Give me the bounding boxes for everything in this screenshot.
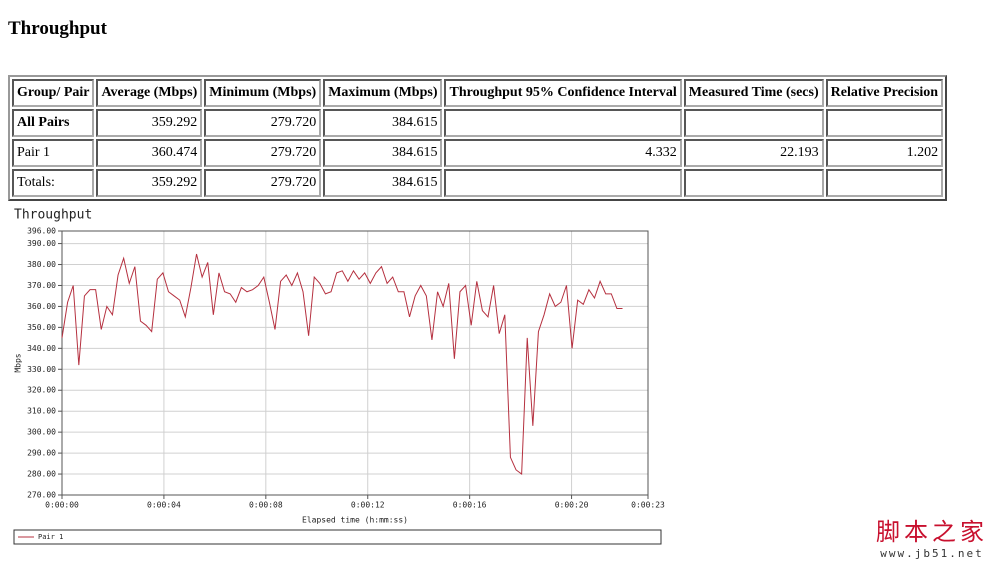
table-cell [444,169,682,197]
plot-area [61,230,649,496]
header-cell: Throughput 95% Confidence Interval [444,79,682,107]
y-tick-label: 310.00 [27,407,56,416]
table-cell: All Pairs [12,109,95,137]
x-tick-label: 0:00:16 [453,501,487,510]
table-cell: 360.474 [96,139,203,167]
x-tick-label: 0:00:20 [555,501,589,510]
table-cell [444,109,682,137]
table-cell [683,169,824,197]
legend-label: Pair 1 [38,533,63,541]
watermark: 脚本之家 www.jb51.net [876,512,988,560]
table-row: All Pairs 359.292 279.720 384.615 [12,109,944,137]
table-cell: 359.292 [96,169,203,197]
table-cell: 22.193 [683,139,824,167]
table-cell [825,109,944,137]
header-cell: Measured Time (secs) [683,79,824,107]
y-tick-label: 360.00 [27,302,56,311]
x-tick-label: 0:00:08 [249,501,283,510]
x-tick-label: 0:00:23 [631,501,665,510]
y-tick-label: 320.00 [27,386,56,395]
y-tick-label: 396.00 [27,227,56,236]
table-cell: 279.720 [204,169,322,197]
table-cell: 1.202 [825,139,944,167]
table-cell: 279.720 [204,139,322,167]
x-axis-label: Elapsed time (h:mm:ss) [302,516,408,525]
table-cell: 4.332 [444,139,682,167]
y-tick-label: 290.00 [27,449,56,458]
table-cell: 359.292 [96,109,203,137]
table-cell: 384.615 [323,169,443,197]
y-tick-label: 380.00 [27,260,56,269]
header-cell: Maximum (Mbps) [323,79,443,107]
y-tick-label: 350.00 [27,323,56,332]
watermark-url: www.jb51.net [880,547,984,560]
y-tick-label: 270.00 [27,491,56,500]
table-cell [683,109,824,137]
table-cell: 384.615 [323,109,443,137]
x-tick-label: 0:00:12 [351,501,385,510]
y-axis-label: Mbps [14,353,23,372]
page-title: Throughput [8,18,107,39]
header-cell: Minimum (Mbps) [204,79,322,107]
y-tick-label: 300.00 [27,428,56,437]
table-row: Pair 1 360.474 279.720 384.615 4.332 22.193 1.… [12,139,944,167]
header-row: Group/ Pair Average (Mbps) Minimum (Mbps) M… [12,79,944,107]
x-tick-label: 0:00:00 [45,501,79,510]
x-tick-label: 0:00:04 [147,501,181,510]
header-cell: Relative Precision [825,79,944,107]
plot-border [61,230,649,496]
y-tick-label: 370.00 [27,281,56,290]
table-cell: 279.720 [204,109,322,137]
legend-box [13,529,662,545]
results-table: Group/ Pair Average (Mbps) Minimum (Mbps) M… [8,75,948,201]
y-tick-label: 330.00 [27,365,56,374]
table-cell: 384.615 [323,139,443,167]
y-tick-label: 390.00 [27,239,56,248]
data-line [61,253,623,476]
header-cell: Average (Mbps) [96,79,203,107]
y-tick-label: 340.00 [27,344,56,353]
watermark-name: 脚本之家 [876,518,988,546]
table-row: Totals: 359.292 279.720 384.615 [12,169,944,197]
chart-title: Throughput [14,208,92,223]
y-tick-label: 280.00 [27,470,56,479]
header-cell: Group/ Pair [12,79,95,107]
table-cell [825,169,944,197]
table-cell: Totals: [12,169,95,197]
table-cell: Pair 1 [12,139,95,167]
